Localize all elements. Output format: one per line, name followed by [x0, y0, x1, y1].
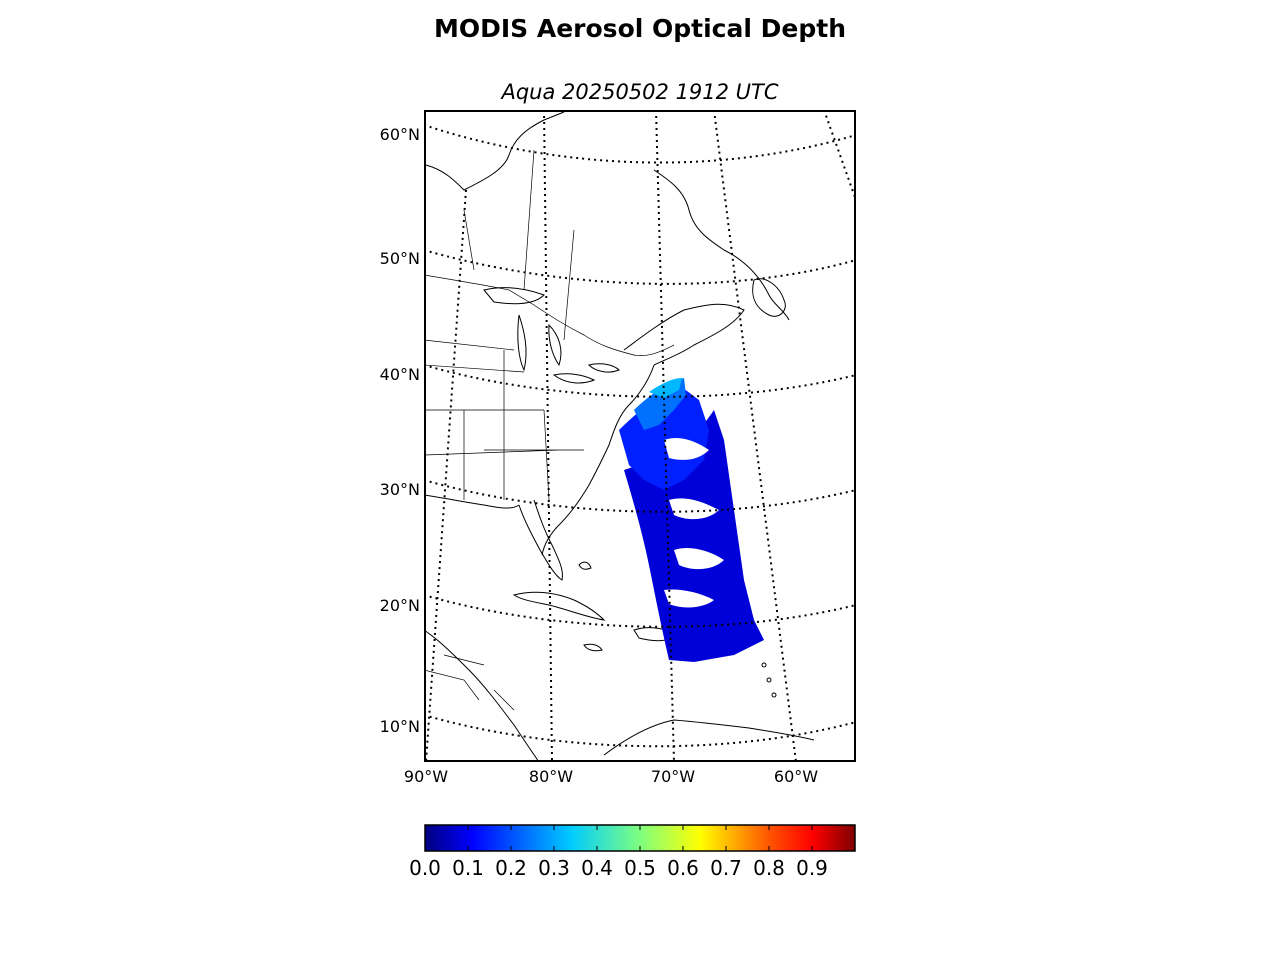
parallel-30 — [425, 479, 855, 513]
border-provinces — [463, 149, 575, 341]
swath-cloud-gaps — [664, 438, 724, 608]
graticule — [425, 111, 855, 761]
island — [771, 692, 777, 698]
coastline-south-america — [603, 719, 815, 756]
lake-ontario — [588, 363, 620, 373]
colorbar-tick-label: 0.2 — [495, 856, 527, 880]
colorbar-tick-label: 0.1 — [452, 856, 484, 880]
colorbar-ticks — [424, 825, 813, 851]
coastline-gulf — [425, 494, 520, 509]
island — [766, 677, 772, 683]
lon-label: 80°W — [528, 767, 574, 786]
lat-label: 30°N — [379, 480, 420, 499]
lat-label: 40°N — [379, 365, 420, 384]
parallel-40 — [425, 364, 855, 398]
parallel-50 — [425, 249, 855, 285]
lat-label: 10°N — [379, 717, 420, 736]
meridian-70 — [655, 111, 675, 761]
lon-label: 90°W — [403, 767, 449, 786]
lat-label: 60°N — [379, 125, 420, 144]
political-borders — [425, 149, 675, 711]
border-states — [425, 339, 584, 501]
coastline-newfoundland — [752, 278, 786, 317]
lat-label: 50°N — [379, 249, 420, 268]
coastline-labrador — [653, 169, 790, 321]
chart-subtitle: Aqua 20250502 1912 UTC — [501, 80, 779, 104]
coastline-hudson — [425, 111, 565, 191]
parallel-60 — [425, 124, 855, 164]
colorbar-tick-label: 0.7 — [710, 856, 742, 880]
swath-cyan — [649, 378, 682, 398]
colorbar-tick-label: 0.3 — [538, 856, 570, 880]
island — [761, 662, 767, 668]
meridian-60 — [713, 111, 797, 761]
map-border — [424, 110, 856, 762]
meridian-50 — [823, 111, 855, 201]
lon-label: 70°W — [650, 767, 696, 786]
coastline-central-america — [425, 630, 539, 761]
meridian-90 — [425, 189, 467, 761]
lake-michigan — [517, 314, 527, 372]
coastline-st-lawrence — [623, 303, 745, 366]
parallel-10 — [425, 714, 855, 748]
coastline-us-east — [541, 364, 655, 556]
border-central-america — [425, 654, 515, 711]
colorbar-tick-label: 0.5 — [624, 856, 656, 880]
colorbar — [424, 824, 856, 852]
parallel-20 — [425, 594, 855, 628]
coastline-florida — [518, 499, 563, 581]
aod-swath — [619, 378, 764, 662]
coastline-jamaica — [583, 643, 603, 652]
chart-title: MODIS Aerosol Optical Depth — [433, 14, 846, 43]
colorbar-tick-label: 0.8 — [753, 856, 785, 880]
colorbar-tick-label: 0.0 — [409, 856, 441, 880]
colorbar-tick-label: 0.9 — [796, 856, 828, 880]
colorbar-tick-label: 0.4 — [581, 856, 613, 880]
lake-superior — [483, 287, 545, 305]
map-plot — [424, 110, 856, 762]
colorbar-tick-label: 0.6 — [667, 856, 699, 880]
lake-erie — [552, 373, 596, 384]
lat-label: 20°N — [379, 596, 420, 615]
coastline-bahamas — [578, 561, 592, 570]
lake-huron — [548, 323, 562, 367]
lon-label: 60°W — [773, 767, 819, 786]
meridian-80 — [543, 111, 553, 761]
coastline-cuba — [512, 591, 606, 621]
border-us-canada — [425, 274, 675, 356]
